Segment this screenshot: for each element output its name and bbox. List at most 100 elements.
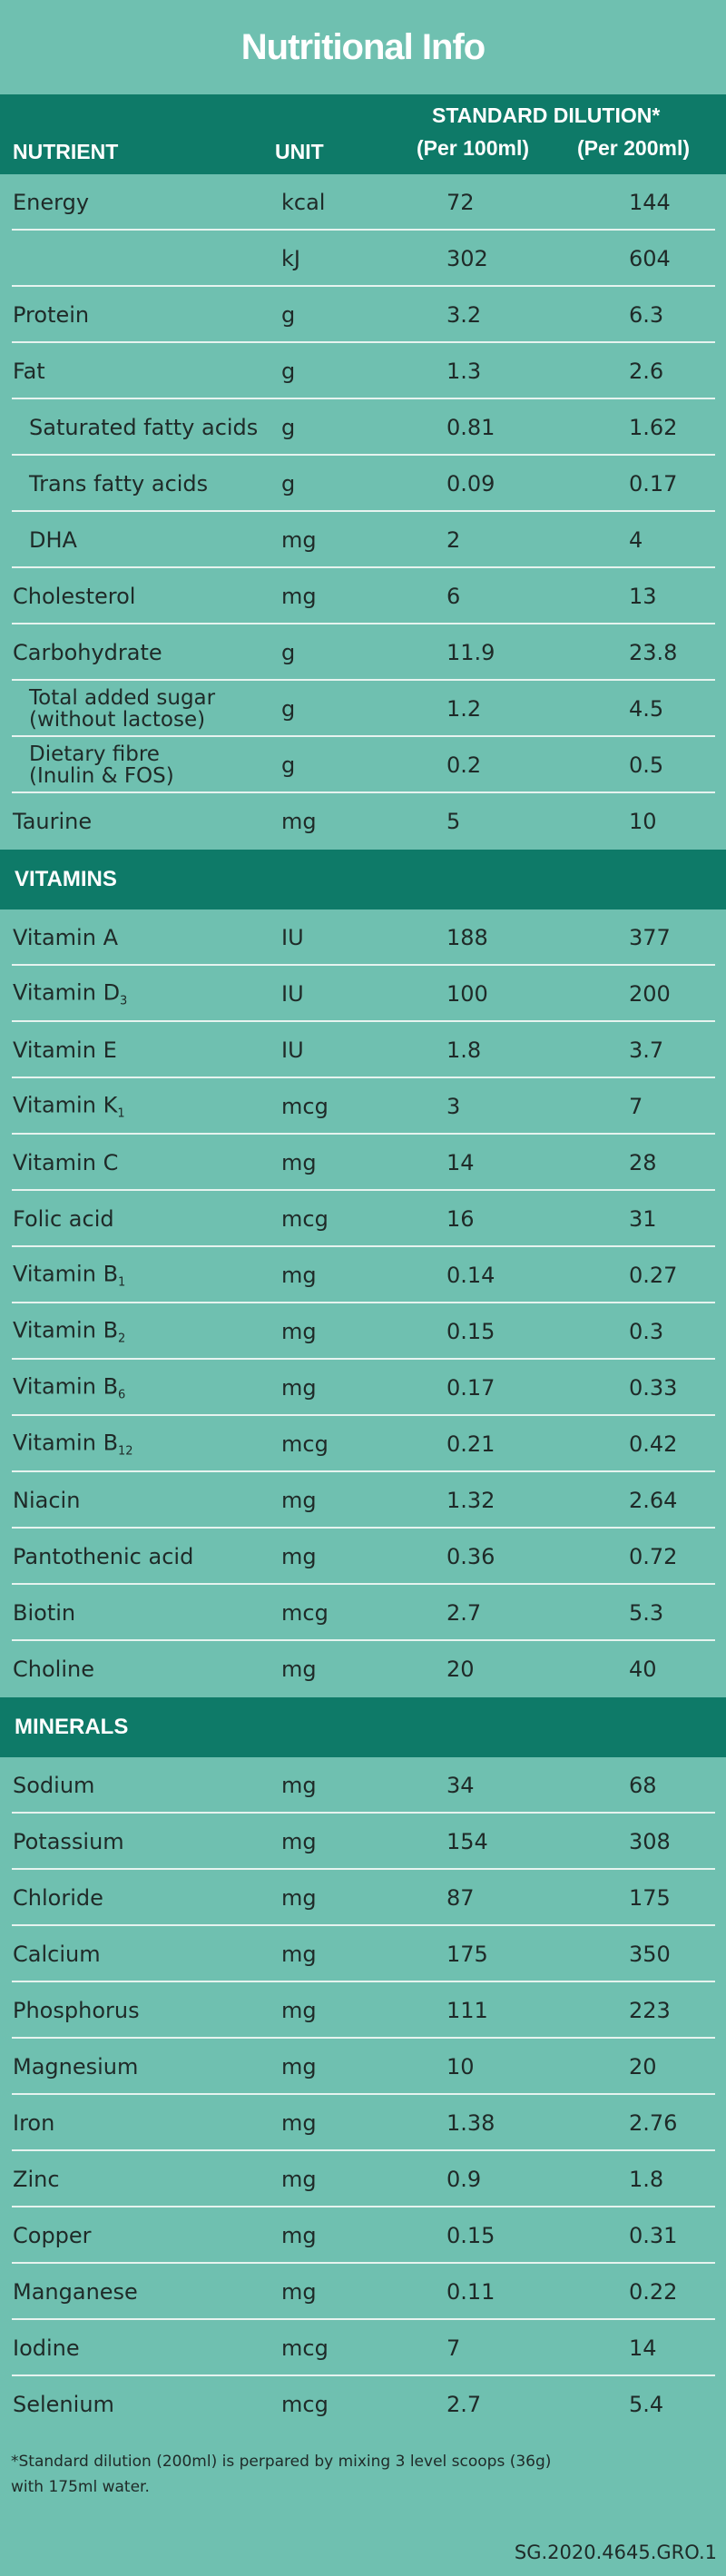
per-200ml-cell: 0.27	[629, 1263, 678, 1288]
per-200ml-cell: 0.3	[629, 1319, 664, 1344]
unit-cell: mg	[281, 1773, 317, 1798]
nutrient-name: Vitamin B1	[13, 1262, 125, 1290]
footnote: *Standard dilution (200ml) is perpared b…	[0, 2433, 726, 2500]
nutrient-name: Fat	[13, 359, 45, 384]
nutrient-name: Iodine	[13, 2335, 80, 2361]
nutrient-name-text: Manganese	[13, 2279, 138, 2305]
table-row: Carbohydrate g 11.9 23.8	[0, 624, 726, 681]
table-row: Vitamin D3 IU 100 200	[0, 966, 726, 1022]
nutrient-name-text: Iodine	[13, 2335, 80, 2361]
nutrient-rows: Energy kcal 72 144 kJ 302 604 Protein g 3.2 6.3 Fat…	[0, 174, 726, 850]
per-200ml-cell: 14	[629, 2335, 657, 2361]
vitamins-section-header: VITAMINS	[0, 850, 726, 909]
per-100ml-cell: 0.36	[446, 1544, 495, 1569]
unit-cell: mg	[281, 1657, 317, 1682]
nutrient-name-text: Fat	[13, 359, 45, 384]
nutrient-name-text: Vitamin B	[13, 1373, 119, 1400]
per-200ml-cell: 604	[629, 246, 671, 271]
per-200ml-cell: 23.8	[629, 640, 678, 665]
per-100ml-cell: 6	[446, 584, 461, 609]
nutrient-name: Iron	[13, 2110, 54, 2136]
nutrient-name-line: (without lactose)	[29, 708, 206, 732]
nutrient-name-text: Cholesterol	[13, 584, 136, 609]
nutrient-column-header: NUTRIENT	[13, 140, 119, 163]
table-row: Saturated fatty acids g 0.81 1.62	[0, 399, 726, 456]
per-100ml-cell: 1.3	[446, 359, 482, 384]
unit-cell: mg	[281, 809, 317, 834]
nutrient-name: Saturated fatty acids	[29, 415, 258, 440]
unit-cell: mg	[281, 1319, 317, 1344]
unit-cell: IU	[281, 925, 304, 950]
table-row: Calcium mg 175 350	[0, 1926, 726, 1982]
table-row: Vitamin K1 mcg 3 7	[0, 1078, 726, 1135]
table-row: Protein g 3.2 6.3	[0, 287, 726, 343]
unit-cell: g	[281, 471, 296, 497]
nutrient-name: Trans fatty acids	[29, 471, 208, 497]
unit-cell: mg	[281, 1829, 317, 1854]
nutrient-name: Carbohydrate	[13, 640, 162, 665]
per-100ml-cell: 1.8	[446, 1037, 482, 1063]
per-100ml-cell: 0.21	[446, 1431, 495, 1457]
nutrient-name: Potassium	[13, 1829, 124, 1854]
per-100ml-cell: 11.9	[446, 640, 495, 665]
nutrient-name-text: Vitamin B	[13, 1317, 119, 1343]
unit-cell: mcg	[281, 1094, 329, 1119]
per-200ml-cell: 4	[629, 527, 643, 553]
nutrient-name-text: Trans fatty acids	[29, 471, 209, 497]
unit-cell: IU	[281, 1037, 304, 1063]
table-row: kJ 302 604	[0, 231, 726, 287]
per-200ml-cell: 31	[629, 1206, 657, 1232]
per-200ml-cell: 1.62	[629, 415, 678, 440]
nutrient-name: Vitamin B12	[13, 1431, 133, 1459]
per-200ml-cell: 2.76	[629, 2110, 678, 2136]
table-row: Taurine mg 5 10	[0, 793, 726, 850]
per-100ml-cell: 302	[446, 246, 488, 271]
unit-cell: mg	[281, 1998, 317, 2023]
table-row: Biotin mcg 2.7 5.3	[0, 1585, 726, 1641]
nutrient-name-text: Biotin	[13, 1600, 76, 1626]
nutrient-name-text: Carbohydrate	[13, 640, 162, 665]
per-100ml-cell: 16	[446, 1206, 475, 1232]
nutrient-subscript: 1	[117, 1106, 125, 1121]
per-100ml-cell: 7	[446, 2335, 461, 2361]
unit-cell: mg	[281, 2110, 317, 2136]
per-100ml-cell: 5	[446, 809, 461, 834]
nutrient-name: Vitamin B6	[13, 1374, 125, 1402]
per-100ml-cell: 72	[446, 190, 475, 215]
per-100ml-cell: 2.7	[446, 1600, 482, 1626]
table-row: Chloride mg 87 175	[0, 1870, 726, 1926]
nutrient-name: Calcium	[13, 1942, 101, 1967]
unit-cell: mg	[281, 2054, 317, 2079]
unit-cell: mg	[281, 1544, 317, 1569]
nutrient-name: Niacin	[13, 1488, 80, 1513]
table-row: Total added sugar (without lactose) g 1.2 4.…	[0, 681, 726, 737]
nutrient-name: Copper	[13, 2223, 92, 2248]
product-code: SG.2020.4645.GRO.1	[514, 2542, 717, 2563]
table-row: Fat g 1.3 2.6	[0, 343, 726, 399]
per-100ml-cell: 3	[446, 1094, 461, 1119]
per-100ml-cell: 34	[446, 1773, 475, 1798]
unit-cell: mg	[281, 584, 317, 609]
nutrient-name: Zinc	[13, 2167, 60, 2192]
table-row: Iron mg 1.38 2.76	[0, 2095, 726, 2151]
unit-cell: mcg	[281, 2392, 329, 2417]
table-row: Selenium mcg 2.7 5.4	[0, 2376, 726, 2433]
nutrient-name-text: Protein	[13, 302, 90, 328]
per-200ml-cell: 7	[629, 1094, 643, 1119]
per-200ml-cell: 68	[629, 1773, 657, 1798]
nutrient-name-text: Taurine	[13, 809, 93, 834]
per-100ml-cell: 3.2	[446, 302, 482, 328]
table-row: Choline mg 20 40	[0, 1641, 726, 1697]
nutrient-subscript: 3	[120, 994, 128, 1008]
per-200ml-cell: 0.22	[629, 2279, 678, 2305]
minerals-section-header: MINERALS	[0, 1697, 726, 1757]
per-100ml-cell: 0.11	[446, 2279, 495, 2305]
nutrient-name-text: Copper	[13, 2223, 92, 2248]
nutrient-name: Sodium	[13, 1773, 94, 1798]
nutrient-name: DHA	[29, 527, 77, 553]
per-200ml-cell: 0.72	[629, 1544, 678, 1569]
per-100ml-column-header: (Per 100ml)	[417, 136, 530, 160]
nutrient-name-text: Energy	[13, 190, 90, 215]
per-200ml-cell: 0.17	[629, 471, 678, 497]
table-row: Phosphorus mg 111 223	[0, 1982, 726, 2039]
